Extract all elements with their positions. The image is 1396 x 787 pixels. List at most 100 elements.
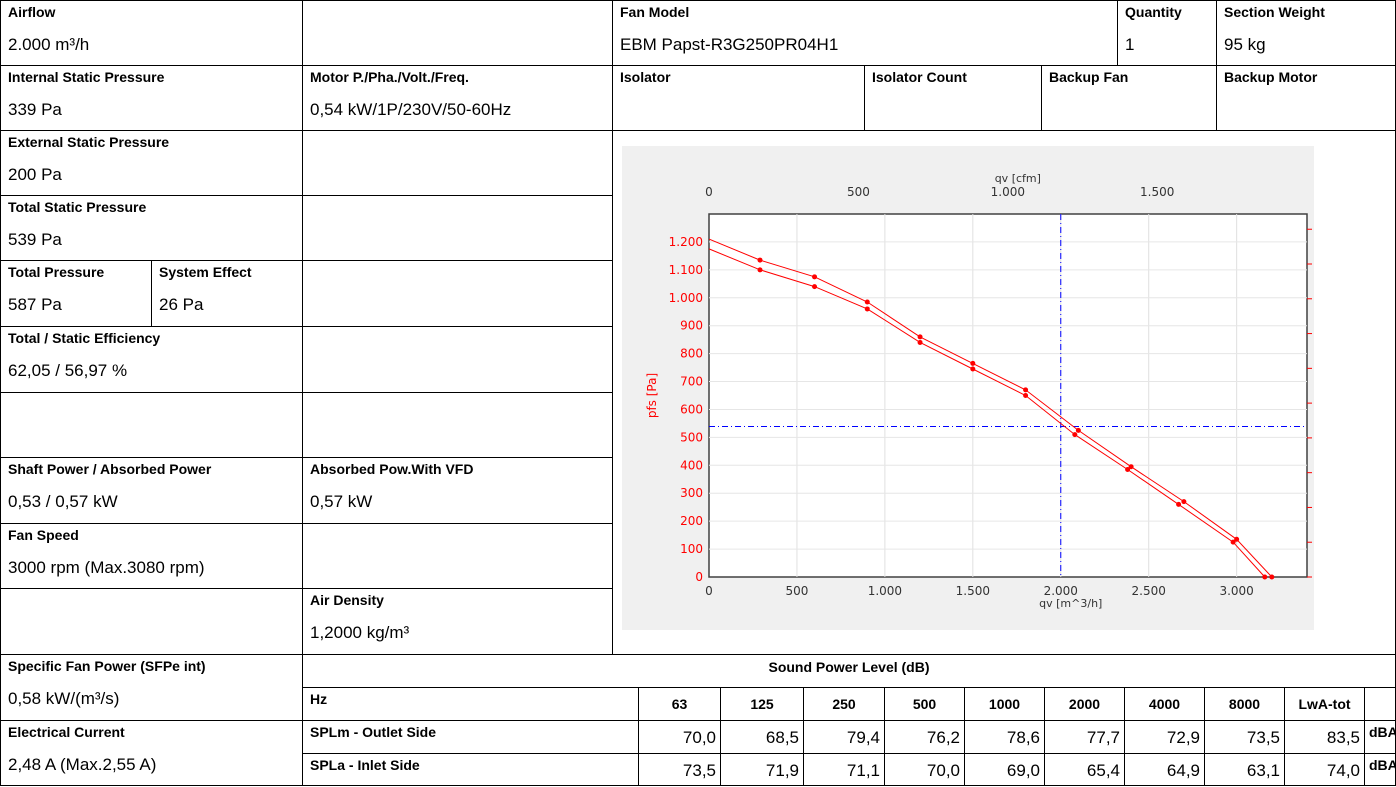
- band-header: 125: [720, 687, 803, 720]
- fan-curve-chart: 0 500 1.000 1.500 2.000 2.500 3.000 0 500 1.000 1.…: [622, 146, 1358, 630]
- y-tick-label: 100: [680, 542, 703, 556]
- sound-value: 83,5: [1326, 728, 1360, 747]
- motor-cell: Motor P./Pha./Volt./Freq. 0,54 kW/1P/230…: [302, 65, 612, 130]
- fan-curve-point: [917, 339, 923, 345]
- x-tick-label: 1.500: [956, 584, 990, 598]
- y-tick-label: 1.000: [669, 291, 703, 305]
- empty-cell: [302, 195, 612, 260]
- sound-value: 69,0: [1006, 761, 1040, 780]
- fan-curve-point: [1269, 574, 1275, 580]
- band-header: 2000: [1044, 687, 1124, 720]
- isolator-label: Isolator: [620, 69, 671, 85]
- sound-value-cell: 76,2: [884, 720, 964, 753]
- current-label: Electrical Current: [8, 724, 125, 740]
- sound-value: 65,4: [1086, 761, 1120, 780]
- airflow-cell: Airflow 2.000 m³/h: [0, 0, 302, 65]
- sound-value-cell: 78,6: [964, 720, 1044, 753]
- section-weight-label: Section Weight: [1224, 4, 1325, 20]
- sound-value-cell: 73,5: [638, 753, 720, 786]
- band-label: 125: [750, 696, 774, 712]
- sound-unit: dBA: [1369, 757, 1396, 773]
- y-tick-label: 700: [680, 375, 703, 389]
- y-tick-label: 200: [680, 514, 703, 528]
- fan-curve-point: [812, 284, 818, 290]
- air-density-cell: Air Density 1,2000 kg/m³: [302, 588, 612, 654]
- band-header: 1000: [964, 687, 1044, 720]
- empty-cell: [302, 130, 612, 195]
- band-label: 8000: [1228, 696, 1261, 712]
- sound-value: 70,0: [926, 761, 960, 780]
- external-static-pressure-value: 200 Pa: [8, 165, 62, 184]
- sound-unit-cell: dBA: [1364, 753, 1396, 786]
- fan-model-cell: Fan Model EBM Papst-R3G250PR04H1: [612, 0, 1117, 65]
- fan-curve-point: [864, 299, 870, 305]
- x-tick-label: 2.000: [1044, 584, 1078, 598]
- sound-row-label-cell: SPLa - Inlet Side: [302, 753, 638, 786]
- shaft-power-label: Shaft Power / Absorbed Power: [8, 461, 212, 477]
- y-tick-label: 800: [680, 347, 703, 361]
- fan-model-value: EBM Papst-R3G250PR04H1: [620, 35, 839, 54]
- section-weight-value: 95 kg: [1224, 35, 1266, 54]
- x-top-tick-label: 1.000: [991, 185, 1025, 199]
- external-static-pressure-label: External Static Pressure: [8, 134, 170, 150]
- fan-curve-series: [708, 248, 1266, 578]
- sfp-cell: Specific Fan Power (SFPe int) 0,58 kW/(m…: [0, 654, 302, 720]
- y-tick-label: 900: [680, 319, 703, 333]
- current-value: 2,48 A (Max.2,55 A): [8, 755, 157, 774]
- system-effect-label: System Effect: [159, 264, 252, 280]
- sound-value-cell: 64,9: [1124, 753, 1204, 786]
- empty-cell: [302, 0, 612, 65]
- efficiency-cell: Total / Static Efficiency 62,05 / 56,97 …: [0, 326, 302, 392]
- band-header: 500: [884, 687, 964, 720]
- band-label: 1000: [988, 696, 1021, 712]
- absorbed-vfd-label: Absorbed Pow.With VFD: [310, 461, 474, 477]
- empty-cell: [0, 392, 302, 457]
- x-top-tick-label: 500: [847, 185, 870, 199]
- x-axis-label: qv [m^3/h]: [1039, 597, 1102, 610]
- system-effect-cell: System Effect 26 Pa: [151, 260, 302, 326]
- isolator-count-cell: Isolator Count: [864, 65, 1041, 130]
- sound-value: 73,5: [1246, 728, 1280, 747]
- sound-value-cell: 69,0: [964, 753, 1044, 786]
- absorbed-vfd-value: 0,57 kW: [310, 492, 373, 511]
- total-static-pressure-cell: Total Static Pressure 539 Pa: [0, 195, 302, 260]
- y-axis-label: pfs [Pa]: [645, 373, 659, 418]
- x-tick-label: 0: [705, 584, 713, 598]
- band-label: 250: [832, 696, 856, 712]
- fan-curve-point: [1128, 464, 1134, 470]
- fan-curve-point: [1023, 387, 1029, 393]
- fan-curve-point: [1072, 432, 1078, 438]
- system-effect-value: 26 Pa: [159, 295, 204, 314]
- sound-value: 71,9: [765, 761, 799, 780]
- fan-curve-point: [1230, 539, 1236, 545]
- hz-label: Hz: [310, 691, 328, 707]
- sound-value-cell: 74,0: [1284, 753, 1364, 786]
- sfp-label: Specific Fan Power (SFPe int): [8, 658, 206, 674]
- sound-value-cell: 71,1: [803, 753, 884, 786]
- airflow-label: Airflow: [8, 4, 56, 20]
- sound-value: 70,0: [682, 728, 716, 747]
- fan-curve-point: [1176, 501, 1182, 507]
- sound-value-cell: 77,7: [1044, 720, 1124, 753]
- total-static-pressure-label: Total Static Pressure: [8, 199, 147, 215]
- band-label: LwA-tot: [1298, 696, 1351, 712]
- sound-value: 73,5: [682, 761, 716, 780]
- internal-static-pressure-value: 339 Pa: [8, 100, 62, 119]
- sound-value: 78,6: [1006, 728, 1040, 747]
- x-tick-label: 500: [785, 584, 808, 598]
- band-header: 4000: [1124, 687, 1204, 720]
- airflow-value: 2.000 m³/h: [8, 35, 90, 54]
- y-tick-label: 300: [680, 486, 703, 500]
- sound-value-cell: 70,0: [638, 720, 720, 753]
- quantity-label: Quantity: [1125, 4, 1182, 20]
- fan-speed-cell: Fan Speed 3000 rpm (Max.3080 rpm): [0, 523, 302, 588]
- motor-value: 0,54 kW/1P/230V/50-60Hz: [310, 100, 512, 119]
- sound-value-cell: 72,9: [1124, 720, 1204, 753]
- sound-unit: dBA: [1369, 724, 1396, 740]
- x-tick-label: 2.500: [1132, 584, 1166, 598]
- sound-value: 72,9: [1166, 728, 1200, 747]
- fan-curve-point: [757, 257, 763, 263]
- sound-value: 68,5: [765, 728, 799, 747]
- sound-value: 74,0: [1326, 761, 1360, 780]
- air-density-value: 1,2000 kg/m³: [310, 623, 410, 642]
